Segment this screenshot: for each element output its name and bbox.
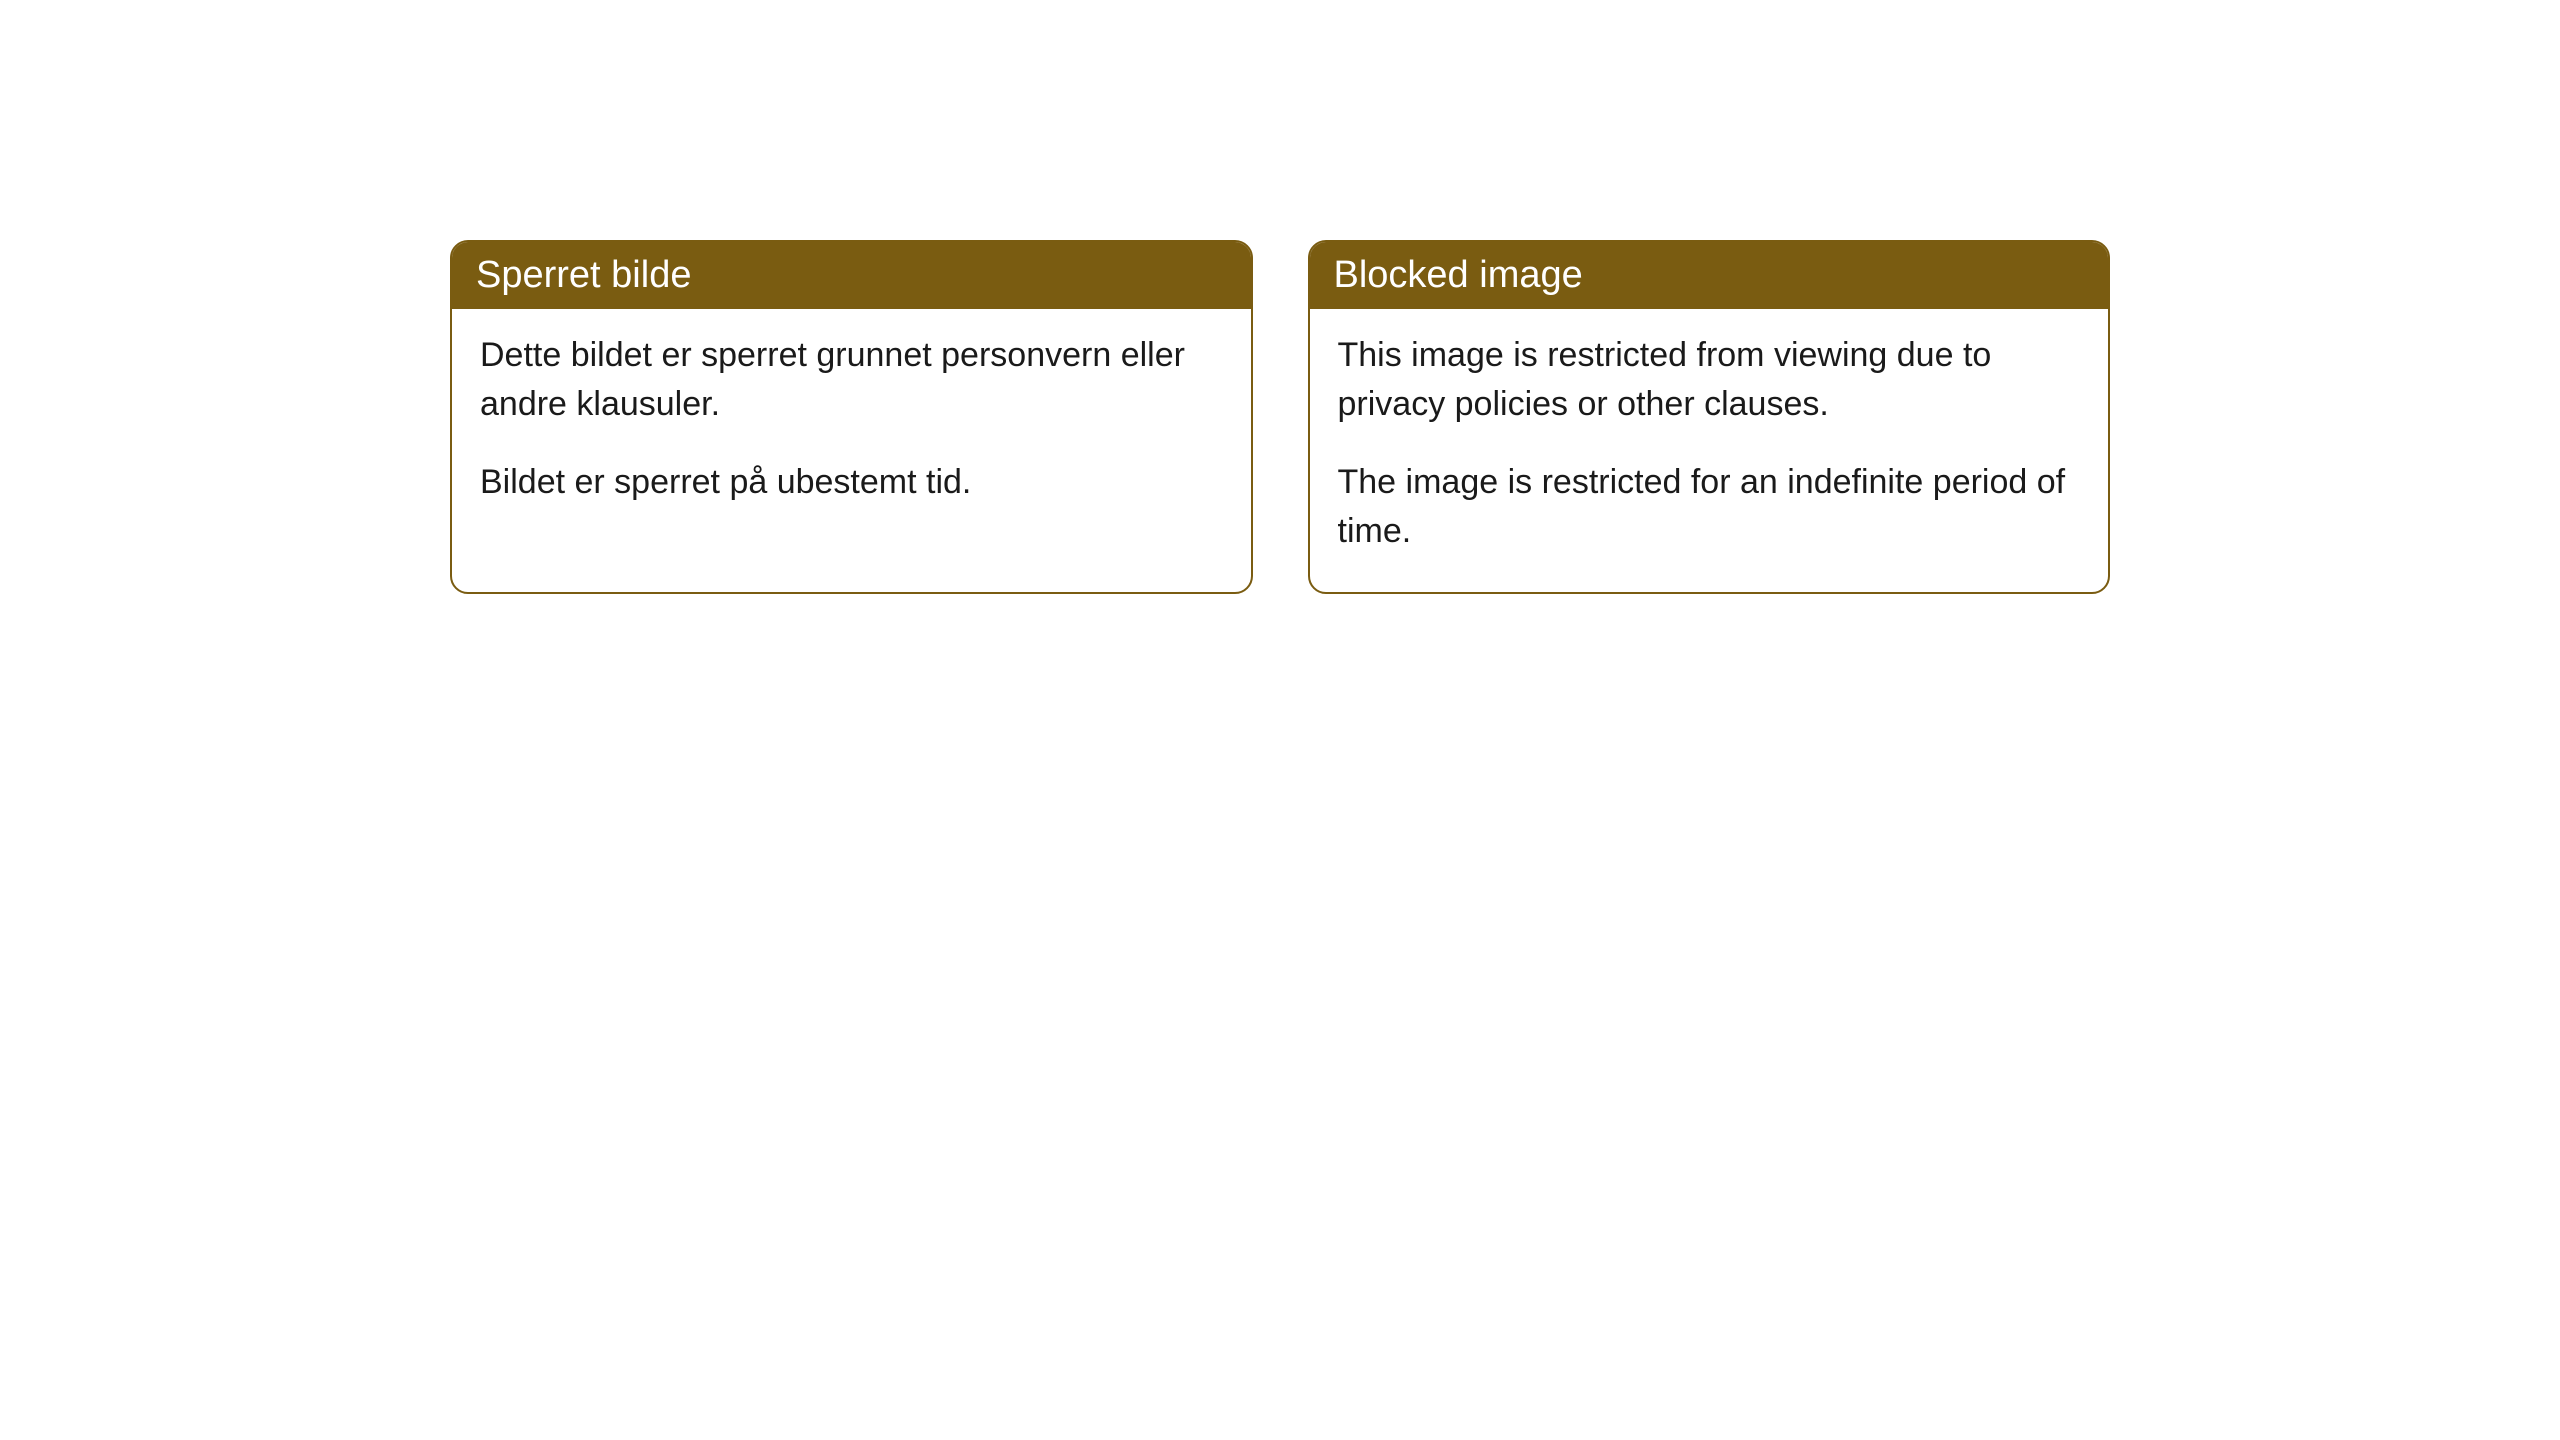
card-title: Sperret bilde	[476, 254, 691, 296]
card-paragraph: Bildet er sperret på ubestemt tid.	[480, 458, 1223, 507]
cards-container: Sperret bilde Dette bildet er sperret gr…	[450, 240, 2110, 594]
card-body-english: This image is restricted from viewing du…	[1310, 309, 2109, 592]
card-body-norwegian: Dette bildet er sperret grunnet personve…	[452, 309, 1251, 543]
card-header-norwegian: Sperret bilde	[452, 242, 1251, 309]
card-paragraph: The image is restricted for an indefinit…	[1338, 458, 2081, 557]
blocked-image-card-english: Blocked image This image is restricted f…	[1308, 240, 2111, 594]
card-paragraph: This image is restricted from viewing du…	[1338, 331, 2081, 430]
card-paragraph: Dette bildet er sperret grunnet personve…	[480, 331, 1223, 430]
card-header-english: Blocked image	[1310, 242, 2109, 309]
card-title: Blocked image	[1334, 254, 1583, 296]
blocked-image-card-norwegian: Sperret bilde Dette bildet er sperret gr…	[450, 240, 1253, 594]
